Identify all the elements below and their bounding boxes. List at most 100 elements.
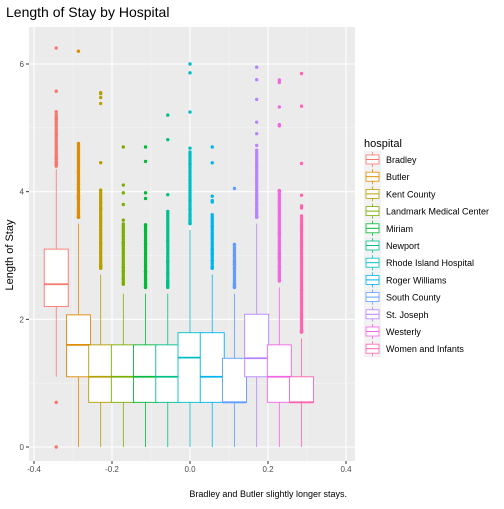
outlier-point: [166, 210, 169, 213]
legend-item: Butler: [364, 168, 410, 185]
legend-item: South County: [364, 289, 441, 306]
box-iqr: [290, 377, 314, 403]
box-iqr: [156, 345, 180, 402]
legend-label: Women and Infants: [386, 344, 464, 354]
y-axis: 0 2 4 6: [20, 60, 29, 452]
y-axis-label: Length of Stay: [4, 219, 16, 290]
legend-item: Miriam: [364, 220, 413, 237]
y-tick-label: 6: [20, 60, 25, 69]
outlier-point: [211, 213, 214, 216]
outlier-point: [144, 145, 147, 148]
outlier-point: [99, 102, 102, 105]
outlier-point: [144, 197, 147, 200]
outlier-point: [300, 105, 303, 108]
outlier-point: [255, 148, 258, 151]
outlier-point: [166, 113, 169, 116]
legend-title: hospital: [364, 138, 402, 150]
legend-item: Westerly: [364, 323, 421, 340]
outlier-point: [211, 200, 214, 203]
outlier-point: [122, 145, 125, 148]
x-tick-label: 0.2: [262, 465, 274, 474]
outlier-point: [99, 96, 102, 99]
box-iqr: [66, 315, 90, 377]
outlier-point: [77, 142, 80, 145]
outlier-point: [300, 194, 303, 197]
legend-label: Butler: [386, 172, 410, 182]
outlier-point: [55, 113, 58, 116]
legend-item: Women and Infants: [364, 340, 464, 357]
x-tick-label: 0.0: [184, 465, 196, 474]
legend-label: Bradley: [386, 155, 417, 165]
legend-label: Roger Williams: [386, 275, 447, 285]
outlier-point: [300, 72, 303, 75]
outlier-point: [300, 214, 303, 217]
outlier-point: [55, 46, 58, 49]
box-iqr: [134, 345, 158, 402]
outlier-point: [122, 203, 125, 206]
outlier-point: [300, 204, 303, 207]
y-tick-label: 0: [20, 443, 25, 452]
outlier-point: [278, 190, 281, 193]
box-iqr: [178, 333, 202, 403]
legend-item: Rhode Island Hospital: [364, 254, 474, 271]
chart-caption: Bradley and Butler slightly longer stays…: [189, 489, 347, 499]
outlier-point: [122, 222, 125, 225]
legend: hospital BradleyButlerKent CountyLandmar…: [364, 138, 489, 357]
legend-label: Rhode Island Hospital: [386, 258, 474, 268]
legend-item: Landmark Medical Center: [364, 203, 489, 220]
outlier-point: [99, 188, 102, 191]
legend-label: Newport: [386, 241, 420, 251]
outlier-point: [122, 218, 125, 221]
outlier-point: [144, 223, 147, 226]
box-iqr: [44, 249, 68, 306]
outlier-point: [255, 78, 258, 81]
outlier-point: [255, 132, 258, 135]
outlier-point: [55, 401, 58, 404]
outlier-point: [255, 98, 258, 101]
outlier-point: [55, 445, 58, 448]
outlier-point: [144, 160, 147, 163]
outlier-point: [255, 120, 258, 123]
legend-item: Roger Williams: [364, 271, 447, 288]
outlier-point: [188, 110, 191, 113]
outlier-point: [99, 161, 102, 164]
legend-label: St. Joseph: [386, 310, 429, 320]
y-tick-label: 4: [20, 188, 25, 197]
chart-title: Length of Stay by Hospital: [6, 4, 169, 20]
outlier-point: [278, 123, 281, 126]
outlier-point: [255, 65, 258, 68]
outlier-point: [233, 243, 236, 246]
x-tick-label: 0.4: [340, 465, 352, 474]
outlier-point: [278, 78, 281, 81]
outlier-point: [122, 183, 125, 186]
outlier-point: [278, 105, 281, 108]
outlier-point: [211, 145, 214, 148]
outlier-point: [166, 193, 169, 196]
box-iqr: [245, 314, 269, 377]
legend-item: Bradley: [364, 151, 417, 168]
outlier-point: [211, 194, 214, 197]
box-iqr: [200, 333, 224, 403]
outlier-point: [144, 191, 147, 194]
outlier-point: [255, 144, 258, 147]
legend-item: Newport: [364, 237, 420, 254]
legend-label: Landmark Medical Center: [386, 207, 489, 217]
box-iqr: [89, 345, 113, 402]
legend-label: Westerly: [386, 327, 421, 337]
box-iqr: [267, 345, 291, 402]
outlier-point: [300, 162, 303, 165]
outlier-point: [55, 90, 58, 93]
outlier-point: [188, 150, 191, 153]
box-iqr: [222, 358, 246, 402]
legend-item: St. Joseph: [364, 306, 429, 323]
x-tick-label: -0.2: [105, 465, 119, 474]
outlier-point: [55, 110, 58, 113]
box-iqr: [111, 345, 135, 402]
outlier-point: [188, 71, 191, 74]
outlier-point: [166, 138, 169, 141]
legend-label: Miriam: [386, 224, 413, 234]
legend-label: South County: [386, 293, 441, 303]
outlier-point: [122, 191, 125, 194]
